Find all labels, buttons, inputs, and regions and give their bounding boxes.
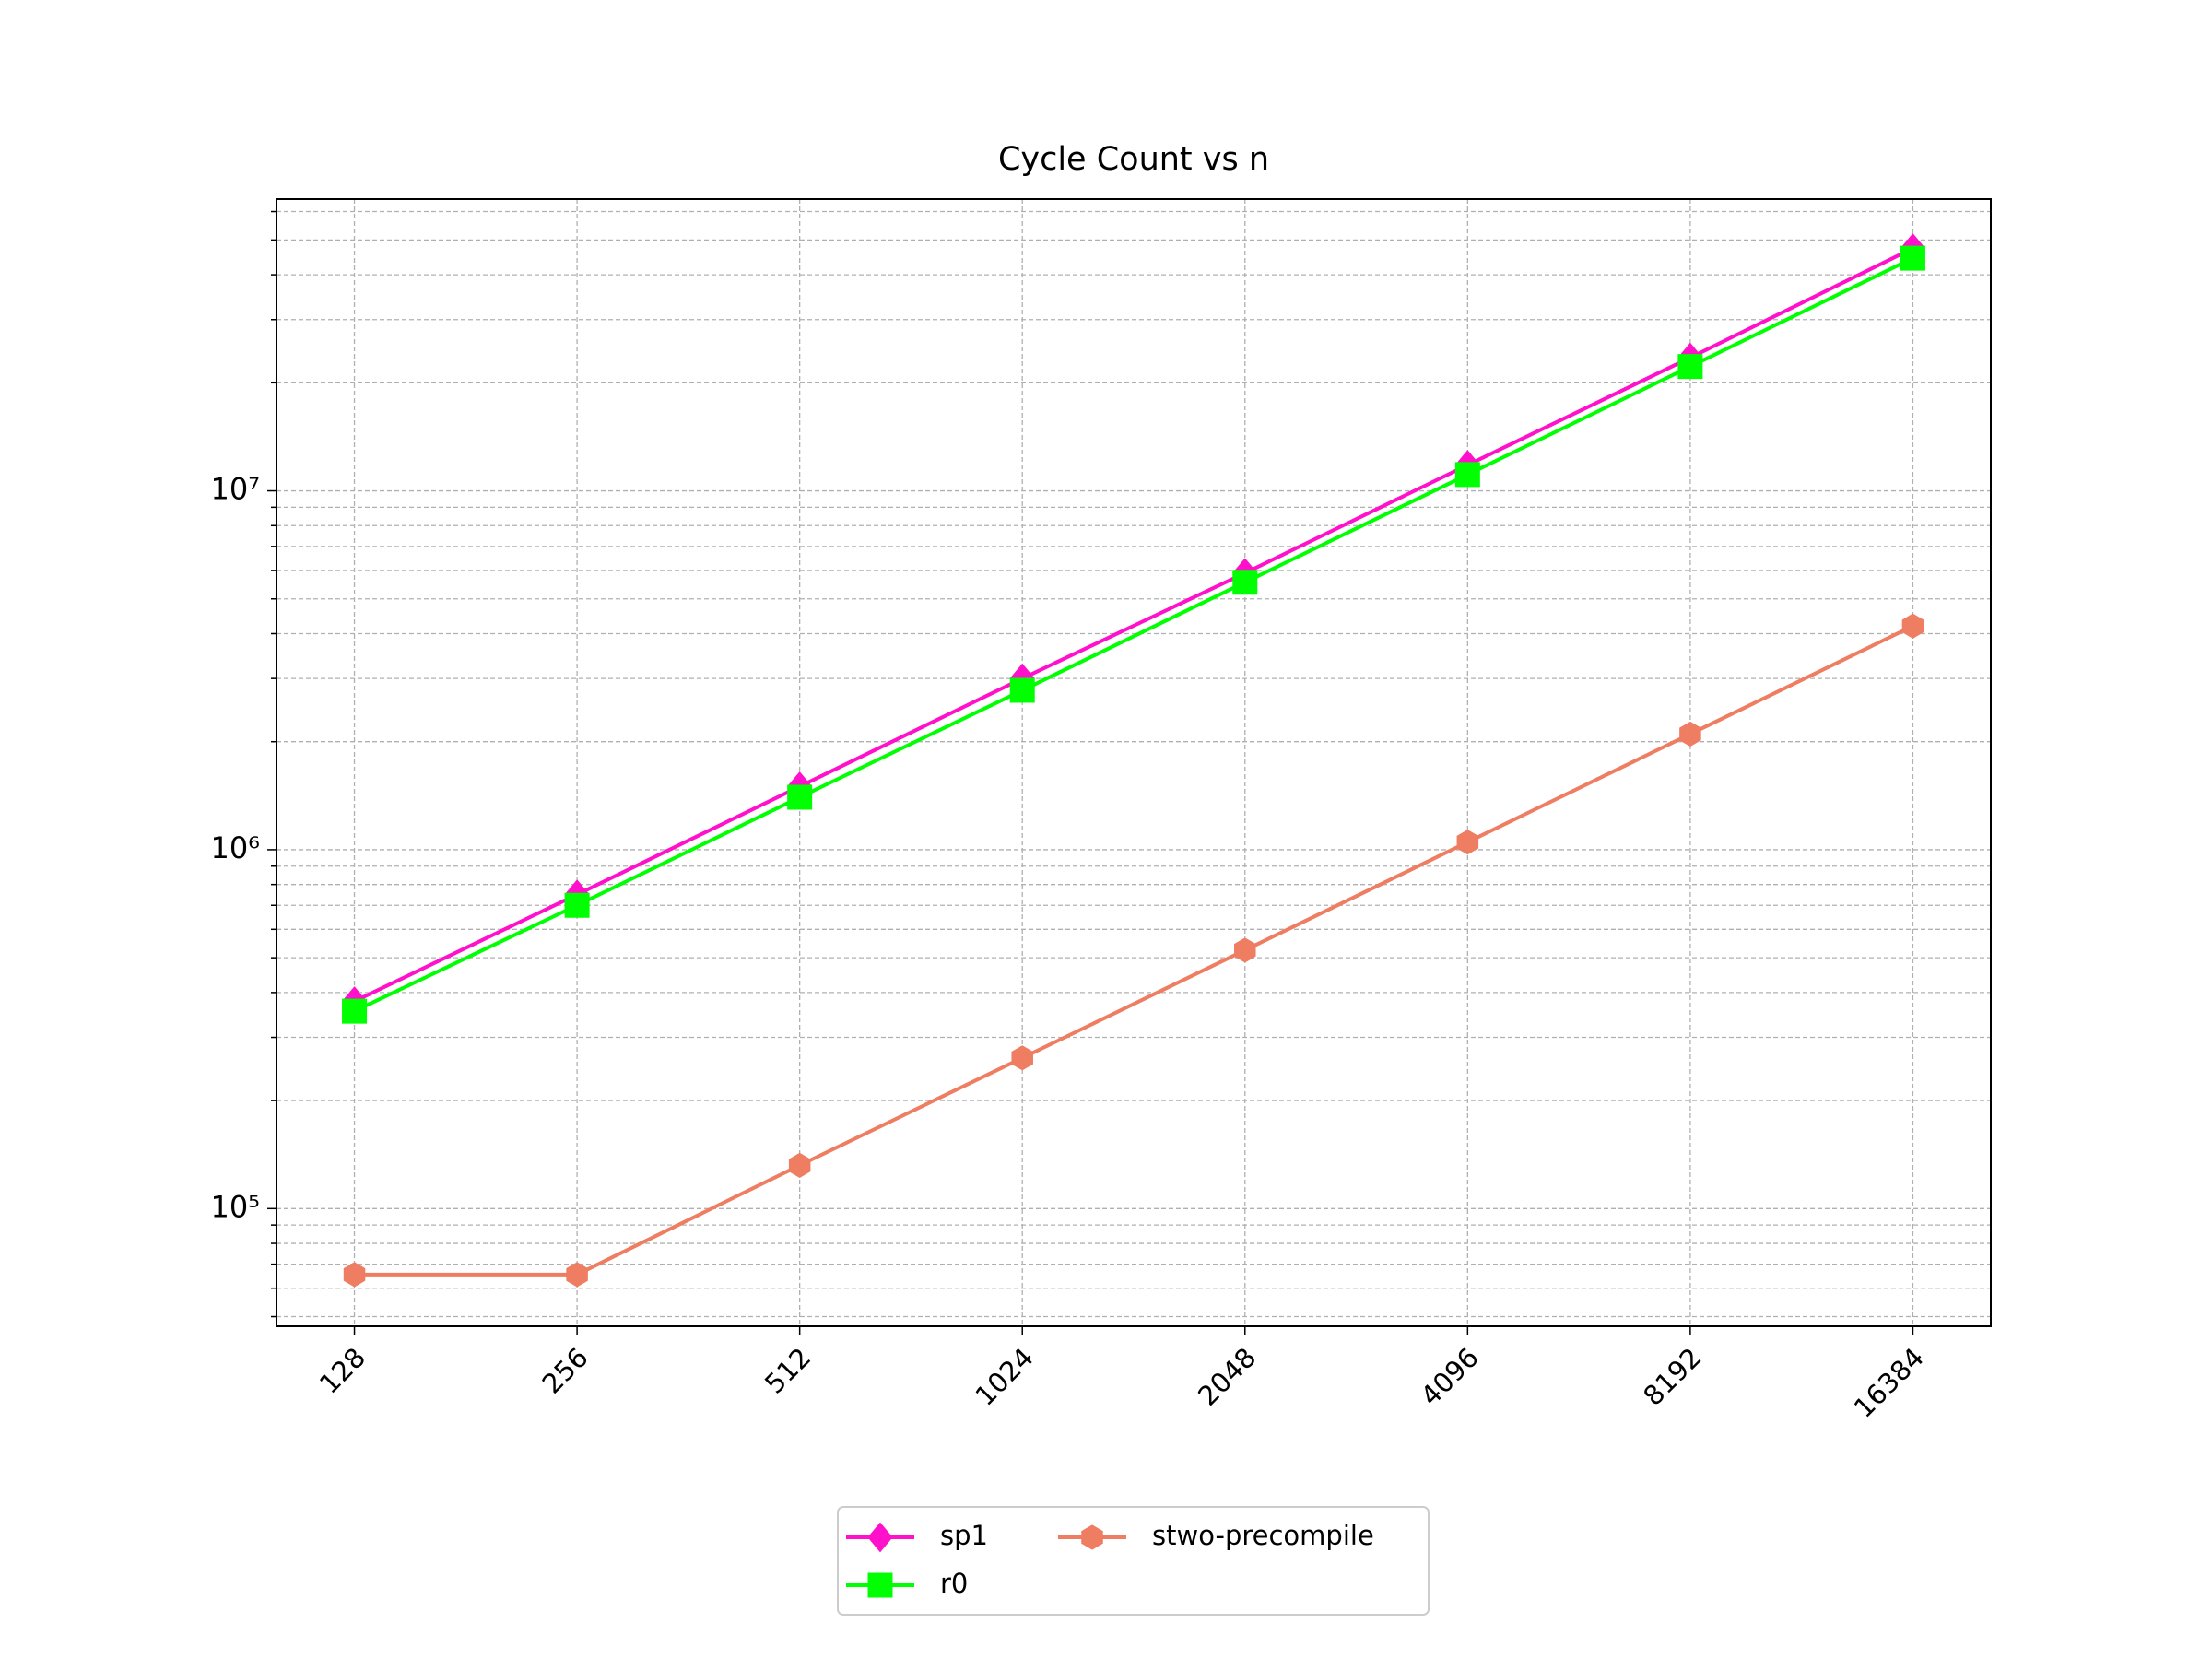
point xyxy=(1900,245,1925,271)
y-tick-label: 10⁵ xyxy=(210,1189,260,1224)
point xyxy=(1011,1045,1033,1071)
legend-label: sp1 xyxy=(940,1520,988,1551)
series-line xyxy=(354,624,1914,1277)
point xyxy=(1456,830,1479,855)
point xyxy=(1234,937,1256,963)
chart-title: Cycle Count vs n xyxy=(998,141,1269,178)
point xyxy=(342,998,368,1024)
plot-frame xyxy=(276,198,1992,1327)
point xyxy=(1677,354,1703,380)
legend-marker xyxy=(867,1572,893,1598)
point xyxy=(566,1262,588,1288)
point xyxy=(788,1152,811,1178)
point xyxy=(1009,677,1035,703)
series-line xyxy=(353,256,1914,1013)
y-tick-label: 10⁶ xyxy=(210,830,260,865)
legend: sp1 r0 stwo-precompile xyxy=(837,1506,1430,1616)
legend-label: stwo-precompile xyxy=(1152,1520,1374,1551)
point xyxy=(1454,462,1480,488)
legend-marker xyxy=(1081,1524,1103,1550)
point xyxy=(343,1262,366,1288)
legend-label: r0 xyxy=(940,1568,968,1599)
point xyxy=(1232,570,1258,595)
point xyxy=(564,892,590,918)
series-line xyxy=(353,246,1914,1004)
legend-marker xyxy=(867,1522,893,1553)
point xyxy=(787,784,813,810)
point xyxy=(1679,721,1701,747)
point xyxy=(1901,613,1924,639)
y-tick-label: 10⁷ xyxy=(210,472,260,507)
legend-frame xyxy=(837,1506,1430,1616)
